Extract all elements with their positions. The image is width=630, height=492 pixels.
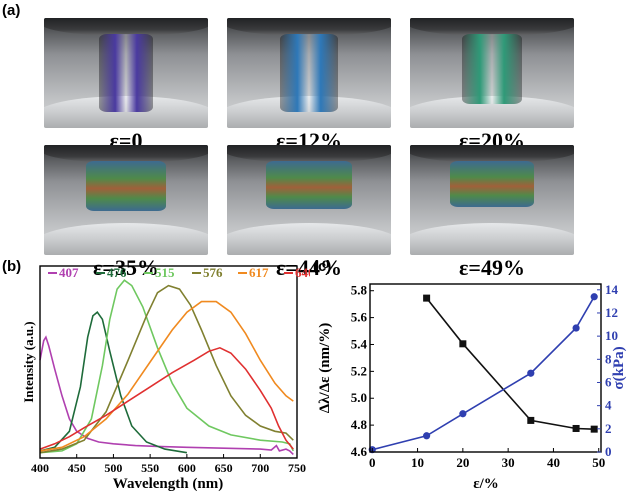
x-tick-label: 750 [288, 461, 306, 475]
data-point-circle [423, 432, 431, 440]
x-tick-label: 500 [104, 461, 122, 475]
x-axis-label: ε/% [473, 476, 499, 492]
compression-plate-top [44, 145, 208, 163]
plot-frame [369, 283, 602, 453]
data-point-circle [590, 293, 598, 301]
legend-label: 640 [295, 265, 310, 280]
strain-response-chart: 0 10 20 30 40 50 4.6 4.8 5.0 5.2 5.4 5.6 5.8 0 2 4 6 8 1… [317, 282, 627, 492]
y-left-tick-label: 5.0 [351, 390, 367, 405]
x-tick-label: 40 [547, 455, 560, 470]
x-tick-label: 600 [178, 461, 196, 475]
y-right-tick-label: 4 [605, 398, 612, 413]
panel-label-b: (b) [2, 258, 22, 275]
x-tick-label: 550 [141, 461, 159, 475]
panel-label-c: (c) [313, 258, 332, 275]
photonic-sample [86, 161, 166, 211]
y-right-tick-label: 10 [605, 328, 618, 343]
y-right-tick-label: 0 [605, 444, 612, 459]
x-tick-label: 0 [369, 455, 376, 470]
y-right-tick-label: 14 [605, 282, 619, 297]
data-point-square [459, 340, 467, 348]
series-line-left [425, 297, 595, 430]
spectrum-line-515 [39, 279, 295, 454]
x-tick-label: 650 [215, 461, 233, 475]
compression-plate-top [410, 145, 574, 163]
strain-caption: ε=44% [276, 255, 342, 280]
y-left-tick-label: 5.4 [351, 336, 368, 351]
spectrum-line-640 [39, 346, 294, 450]
photonic-sample [280, 34, 338, 112]
compression-plate-bottom [410, 223, 574, 255]
y-left-tick-label: 4.8 [351, 417, 368, 432]
data-point-circle [527, 369, 535, 377]
compression-plate-top [410, 18, 574, 36]
y-axis-label-left: Δλ/Δε (nm/%) [317, 323, 333, 414]
x-tick-label: 700 [251, 461, 269, 475]
spectrum-line-617 [39, 300, 294, 452]
x-tick-label: 450 [68, 461, 86, 475]
x-axis-label: Wavelength (nm) [113, 476, 223, 492]
y-right-tick-label: 6 [605, 374, 612, 389]
spectrum-line-476 [39, 311, 188, 454]
compression-plate-top [44, 18, 208, 36]
photonic-sample [450, 161, 534, 207]
compression-plate-bottom [44, 223, 208, 255]
compression-plate-top [227, 145, 391, 163]
plot-frame [39, 265, 298, 459]
x-tick-label: 10 [411, 455, 424, 470]
strain-caption: ε=49% [459, 255, 525, 280]
y-axis-label-right: σ(kPa) [611, 346, 627, 389]
data-point-square [572, 424, 580, 432]
y-right-tick-label: 8 [605, 351, 612, 366]
data-point-square [423, 294, 431, 302]
compression-plate-bottom [227, 223, 391, 255]
y-right-tick-label: 2 [605, 421, 612, 436]
series-line-right [372, 296, 595, 451]
sample-photo [227, 18, 391, 128]
legend-label: 407 [59, 265, 79, 280]
sample-photo [227, 145, 391, 255]
data-point-square [527, 416, 535, 424]
sample-photo [44, 18, 208, 128]
data-point-circle [572, 324, 580, 332]
y-left-tick-label: 5.2 [351, 363, 367, 378]
compression-plate-top [227, 18, 391, 36]
legend-label: 617 [249, 265, 269, 280]
legend-label: 576 [203, 265, 223, 280]
strain-caption: ε=35% [93, 255, 159, 280]
x-tick-label: 400 [31, 461, 49, 475]
photonic-sample [462, 34, 522, 104]
x-tick-label: 50 [592, 455, 605, 470]
y-right-tick-label: 12 [605, 305, 618, 320]
photonic-sample [99, 34, 153, 112]
y-left-tick-label: 5.6 [351, 310, 368, 325]
panel-label-a: (a) [2, 2, 21, 19]
y-left-tick-label: 5.8 [351, 283, 368, 298]
emission-spectra-chart: 400 450 500 550 600 650 700 750 407 476 515 576 617… [21, 265, 310, 492]
x-tick-label: 30 [502, 455, 515, 470]
y-axis-label: Intensity (a.u.) [21, 321, 36, 402]
photonic-sample [266, 161, 352, 209]
data-point-square [590, 425, 598, 433]
sample-photo [44, 145, 208, 255]
sample-photo [410, 18, 574, 128]
spectrum-line-407 [39, 335, 294, 455]
data-point-circle [459, 410, 467, 418]
legend-label: 476 [107, 265, 127, 280]
y-left-tick-label: 4.6 [351, 444, 368, 459]
sample-photo [410, 145, 574, 255]
legend-label: 515 [155, 265, 175, 280]
x-tick-label: 20 [456, 455, 469, 470]
